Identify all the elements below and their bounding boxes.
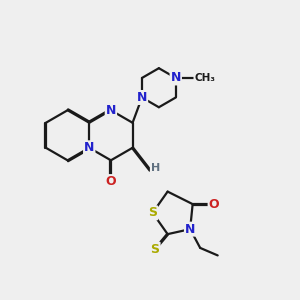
Text: H: H — [151, 163, 160, 173]
Text: N: N — [185, 223, 195, 236]
Text: N: N — [106, 104, 116, 117]
Text: N: N — [84, 141, 94, 154]
Text: N: N — [137, 91, 147, 104]
Text: O: O — [106, 175, 116, 188]
Text: S: S — [151, 243, 160, 256]
Text: S: S — [148, 206, 157, 219]
Text: N: N — [171, 71, 181, 85]
Text: CH₃: CH₃ — [194, 73, 215, 83]
Text: O: O — [208, 198, 219, 211]
